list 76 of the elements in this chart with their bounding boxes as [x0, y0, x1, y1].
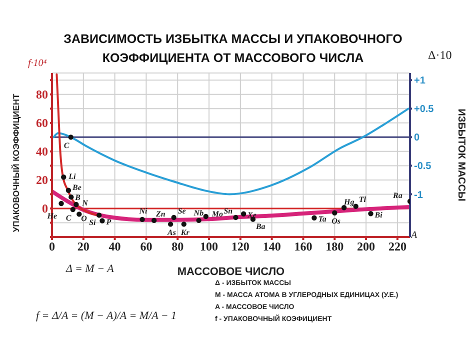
data-label: O: [81, 214, 88, 224]
data-label: Zn: [155, 209, 166, 218]
y2-axis-title: ИЗБЫТОК МАССЫ: [455, 108, 466, 202]
data-label: Sn: [224, 206, 234, 216]
x-tick-label: 60: [140, 240, 152, 254]
y2-tick-label: +1: [414, 76, 426, 87]
data-label: Ba: [254, 222, 266, 232]
text: f·10⁴: [28, 58, 47, 69]
point: [151, 218, 157, 224]
point: [66, 188, 72, 193]
data-label: Ni: [138, 206, 148, 216]
x-tick-label: 40: [108, 240, 121, 254]
data-label: Kr: [180, 228, 190, 238]
text: A: [411, 230, 418, 241]
point: [353, 204, 358, 209]
point: [70, 206, 76, 212]
point: [203, 214, 208, 220]
data-label: C: [66, 213, 72, 222]
y-tick-label: 60: [36, 116, 48, 130]
point: [61, 174, 66, 180]
y-tick-label: 20: [36, 173, 48, 188]
data-label: C: [64, 141, 70, 150]
point: [233, 214, 238, 220]
point: [140, 216, 145, 222]
x-tick-label: 20: [77, 240, 90, 254]
data-label: Be: [71, 183, 82, 192]
data-label: Tl: [358, 195, 367, 204]
point: [100, 218, 105, 224]
y-axis-title: УПАКОВОЧНЫЙ КОЭФФИЦИЕНТ: [11, 93, 21, 232]
x-tick-label: 160: [294, 240, 312, 254]
x-tick-label: 180: [326, 240, 344, 254]
x-tick-label: 200: [357, 240, 376, 254]
data-label: Bi: [374, 210, 384, 220]
data-label: As: [166, 228, 176, 238]
x-tick-label: 220: [388, 240, 406, 254]
y-tick-label: 80: [36, 88, 48, 102]
point: [58, 200, 64, 206]
x-tick-label: 100: [200, 240, 218, 254]
data-label: Ra: [392, 191, 402, 200]
point: [332, 210, 338, 216]
point: [68, 194, 74, 200]
data-label: B: [74, 192, 82, 202]
point: [240, 211, 246, 216]
data-label: Mo: [210, 209, 223, 218]
point: [171, 214, 176, 220]
y2-tick-label: +0.5: [414, 104, 434, 116]
y-tick-label: 40: [36, 144, 48, 159]
data-label: Si: [89, 218, 97, 228]
x-tick-label: 140: [262, 240, 281, 254]
point: [181, 222, 186, 227]
y2-tick-label: -0.5: [414, 161, 432, 172]
point: [74, 202, 79, 208]
x-tick-label: 120: [231, 240, 250, 254]
point: [312, 215, 317, 220]
y-tick-label: 0: [42, 202, 48, 216]
data-label: Li: [68, 172, 77, 181]
x-axis-title: МАССОВОЕ ЧИСЛО: [177, 266, 286, 278]
data-label: Se: [178, 206, 186, 216]
text: f = Δ/A = (M − A)/A = M/A − 1: [36, 310, 177, 322]
point: [196, 218, 202, 224]
point: [368, 211, 374, 216]
data-label: Nb: [192, 208, 204, 218]
point: [76, 212, 82, 217]
y2-tick-label: 0: [414, 132, 420, 144]
data-label: Ta: [318, 214, 326, 224]
x-tick-label: 80: [172, 240, 184, 254]
point: [168, 222, 174, 227]
data-label: P: [106, 218, 112, 227]
y2-tick-label: -1: [414, 190, 424, 201]
chart-title: ЗАВИСИМОСТЬ ИЗБЫТКА МАССЫ И УПАКОВОЧНОГО КОЭФФИЦИЕНТА ОТ МАССОВОГО ЧИСЛА: [62, 31, 404, 67]
point: [96, 212, 102, 218]
text: Δ = M − A: [66, 263, 114, 275]
data-label: N: [81, 198, 90, 208]
data-label: Hg: [343, 197, 354, 206]
text: Δ·10: [428, 48, 452, 63]
data-label: Os: [332, 216, 341, 226]
